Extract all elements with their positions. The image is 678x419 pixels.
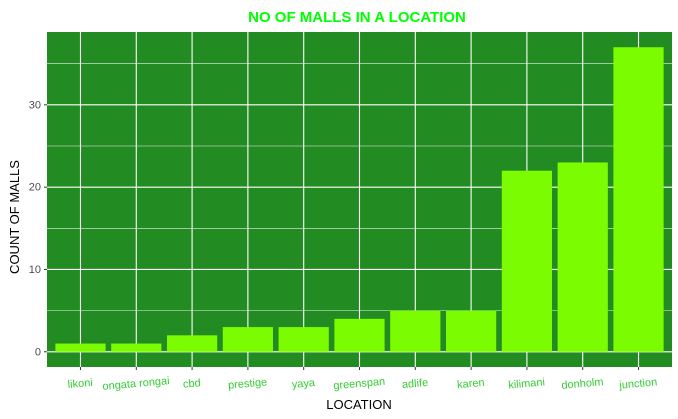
x-tick-label: junction	[618, 376, 658, 391]
chart-title: NO OF MALLS IN A LOCATION	[248, 9, 466, 26]
bar-kilimani	[501, 170, 553, 352]
x-axis-label: LOCATION	[326, 397, 392, 412]
x-tick-label: greenspan	[333, 376, 386, 392]
bar-prestige	[222, 327, 274, 352]
y-tick-label: 20	[29, 182, 41, 194]
x-tick-label: ongata rongai	[102, 375, 170, 393]
x-tick-label: kilimani	[508, 376, 546, 391]
x-axis: likoni ongata rongai cbd prestige yaya greens…	[67, 367, 658, 393]
bar-donholm	[557, 162, 608, 352]
y-axis: 0 10 20 30	[29, 99, 47, 358]
bars	[55, 47, 664, 352]
bar-karen	[445, 310, 497, 352]
x-tick-label: yaya	[291, 377, 316, 391]
y-axis-label: COUNT OF MALLS	[7, 160, 22, 274]
y-tick-label: 0	[35, 346, 41, 358]
x-tick-label: prestige	[228, 376, 268, 391]
x-tick-label: adlife	[401, 377, 428, 391]
x-tick-label: donholm	[561, 376, 604, 392]
bar-likoni	[55, 343, 106, 352]
x-tick-label: likoni	[67, 377, 93, 391]
bar-junction	[613, 47, 664, 352]
bar-ongata-rongai	[111, 343, 162, 352]
bar-adlife	[390, 310, 441, 352]
y-tick-label: 10	[29, 264, 41, 276]
bar-cbd	[166, 335, 218, 352]
x-tick-label: karen	[457, 377, 485, 391]
y-tick-label: 30	[29, 99, 41, 111]
x-tick-label: cbd	[182, 377, 201, 391]
bar-yaya	[278, 327, 329, 352]
bar-greenspan	[334, 318, 385, 352]
